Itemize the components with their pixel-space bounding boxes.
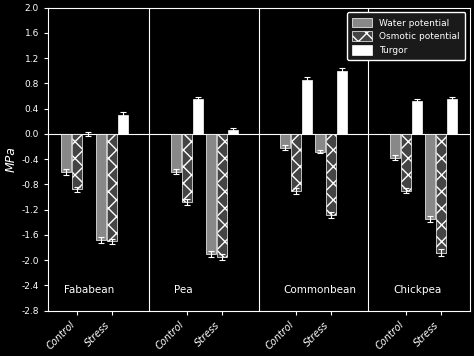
Text: Commonbean: Commonbean bbox=[283, 285, 356, 295]
Bar bbox=[291, 134, 301, 191]
Bar bbox=[118, 115, 128, 134]
Bar bbox=[411, 101, 422, 134]
Bar bbox=[280, 134, 290, 148]
Bar bbox=[171, 134, 181, 172]
Bar bbox=[96, 134, 106, 240]
Bar bbox=[326, 134, 336, 215]
Text: Chickpea: Chickpea bbox=[393, 285, 441, 295]
Bar bbox=[182, 134, 191, 202]
Bar bbox=[61, 134, 71, 172]
Bar bbox=[217, 134, 227, 257]
Bar bbox=[192, 99, 202, 134]
Bar bbox=[390, 134, 400, 158]
Bar bbox=[228, 130, 237, 134]
Bar bbox=[447, 99, 457, 134]
Bar bbox=[337, 71, 347, 134]
Bar bbox=[107, 134, 117, 241]
Text: Fababean: Fababean bbox=[64, 285, 115, 295]
Legend: Water potential, Osmotic potential, Turgor: Water potential, Osmotic potential, Turg… bbox=[347, 12, 465, 60]
Bar bbox=[206, 134, 216, 254]
Bar bbox=[72, 134, 82, 189]
Text: Pea: Pea bbox=[174, 285, 192, 295]
Bar bbox=[436, 134, 446, 252]
Y-axis label: MPa: MPa bbox=[4, 146, 17, 172]
Bar bbox=[425, 134, 435, 219]
Bar bbox=[302, 80, 312, 134]
Bar bbox=[401, 134, 411, 191]
Bar bbox=[315, 134, 325, 152]
